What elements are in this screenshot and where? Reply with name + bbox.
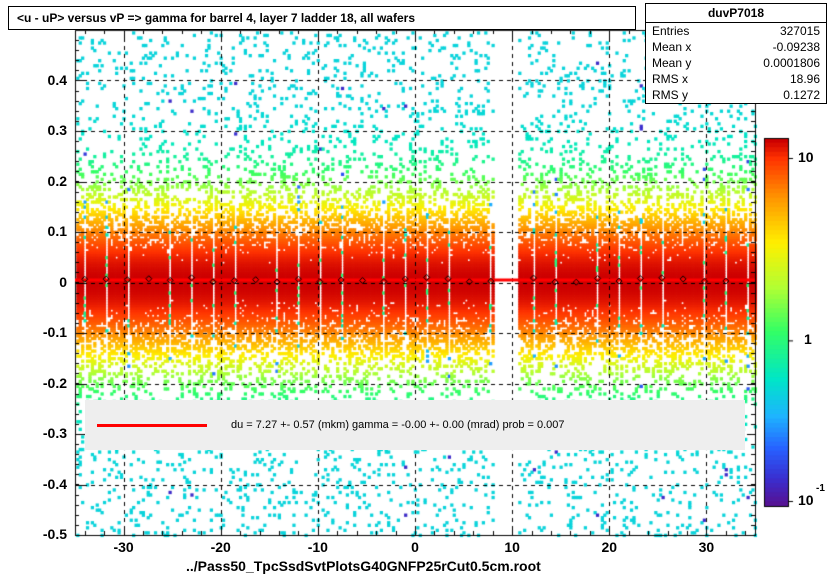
colorbar-tick-exponent: -1 — [816, 483, 825, 494]
stats-value: 0.1272 — [783, 88, 820, 102]
tick-label: -10 — [308, 539, 328, 555]
tick-label: -0.2 — [43, 375, 67, 391]
stats-row-meanx: Mean x -0.09238 — [646, 39, 826, 55]
stats-label: RMS x — [652, 72, 688, 86]
stats-label: Mean y — [652, 56, 691, 70]
tick-label: 30 — [699, 539, 715, 555]
tick-label: 1 — [804, 331, 812, 347]
stats-value: -0.09238 — [773, 40, 820, 54]
tick-label: 0.2 — [48, 173, 67, 189]
stats-label: Entries — [652, 24, 689, 38]
tick-label: -0.3 — [43, 425, 67, 441]
tick-label: 0 — [411, 539, 419, 555]
tick-label: 0.1 — [48, 223, 67, 239]
tick-label: 10 — [798, 149, 814, 165]
legend-line-sample — [97, 424, 207, 427]
tick-label: 0 — [59, 274, 67, 290]
stats-label: Mean x — [652, 40, 691, 54]
stats-value: 327015 — [780, 24, 820, 38]
tick-label: -0.1 — [43, 324, 67, 340]
stats-row-rmsx: RMS x 18.96 — [646, 71, 826, 87]
tick-label: -30 — [113, 539, 133, 555]
plot-title: <u - uP> versus vP => gamma for barrel 4… — [17, 11, 415, 25]
plot-title-box: <u - uP> versus vP => gamma for barrel 4… — [8, 6, 636, 30]
stats-box: duvP7018 Entries 327015 Mean x -0.09238 … — [645, 3, 827, 104]
tick-label: -0.4 — [43, 476, 67, 492]
stats-title: duvP7018 — [646, 4, 826, 23]
tick-label: 0.3 — [48, 122, 67, 138]
stats-label: RMS y — [652, 88, 688, 102]
stats-value: 18.96 — [790, 72, 820, 86]
stats-value: 0.0001806 — [763, 56, 820, 70]
tick-label: -20 — [211, 539, 231, 555]
tick-label: 10 — [504, 539, 520, 555]
fit-legend-box: du = 7.27 +- 0.57 (mkm) gamma = -0.00 +-… — [85, 400, 745, 450]
stats-row-rmsy: RMS y 0.1272 — [646, 87, 826, 103]
tick-label: -0.5 — [43, 526, 67, 542]
tick-label: 0.4 — [48, 72, 67, 88]
stats-row-meany: Mean y 0.0001806 — [646, 55, 826, 71]
tick-label: 20 — [601, 539, 617, 555]
legend-text: du = 7.27 +- 0.57 (mkm) gamma = -0.00 +-… — [231, 419, 565, 431]
colorbar-tick-label: 10 — [798, 492, 814, 508]
stats-row-entries: Entries 327015 — [646, 23, 826, 39]
x-axis-filepath-label: ../Pass50_TpcSsdSvtPlotsG40GNFP25rCut0.5… — [186, 558, 541, 574]
